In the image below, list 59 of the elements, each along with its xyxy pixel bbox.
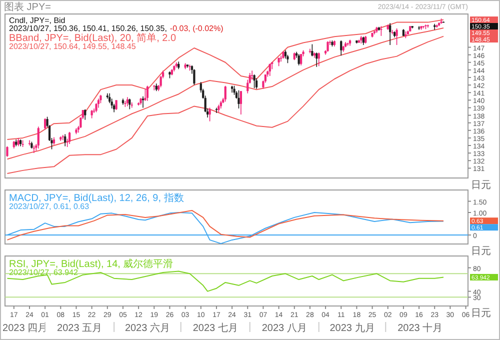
candlestick bbox=[238, 90, 240, 109]
candlestick bbox=[253, 74, 256, 88]
chart-title: Cndl, JPY=, Bid bbox=[9, 16, 66, 25]
annotation: 2023/10/27, 63.942 bbox=[9, 268, 79, 277]
series-label: RSI, JPY=, Bid(Last), 14, 威尔德平滑 bbox=[9, 258, 174, 270]
candlestick bbox=[380, 26, 382, 36]
line-series bbox=[6, 270, 444, 292]
candlestick bbox=[144, 88, 146, 102]
annotation: 2023/10/27, 0.61, 0.63 bbox=[9, 202, 90, 211]
candlestick bbox=[255, 78, 258, 90]
candlestick bbox=[308, 48, 312, 54]
text: 2023 十月 bbox=[398, 322, 443, 334]
candlestick bbox=[340, 40, 342, 56]
text: BBand, JPY=, Bid(Last), 20, 简单, 2.0 bbox=[9, 32, 176, 44]
candlestick bbox=[130, 102, 133, 108]
text: 2023 六月 bbox=[124, 322, 170, 334]
candlestick bbox=[300, 54, 302, 66]
text: 日元 bbox=[471, 246, 491, 257]
annotation: 2023/10/27, 150.64, 149.55, 148.45 bbox=[9, 42, 136, 51]
text: 2023 九月 bbox=[330, 322, 375, 334]
text: 日元 bbox=[471, 308, 491, 319]
text: 日元 bbox=[471, 180, 491, 191]
candlestick bbox=[193, 68, 196, 86]
annotation: -0.03, (-0.02%) bbox=[170, 24, 224, 33]
candlestick bbox=[64, 134, 66, 147]
candlestick bbox=[396, 28, 398, 46]
candlestick bbox=[6, 146, 8, 158]
series-label: MACD, JPY=, Bid(Last), 12, 26, 9, 指数 bbox=[9, 192, 184, 204]
candlestick bbox=[28, 140, 31, 146]
candlestick bbox=[44, 118, 46, 130]
candlestick bbox=[37, 126, 40, 149]
candlestick bbox=[271, 62, 274, 70]
candlestick bbox=[224, 85, 226, 102]
text: 2023 八月 bbox=[262, 323, 307, 334]
candlestick bbox=[326, 40, 329, 52]
candlestick bbox=[95, 102, 98, 113]
candlestick bbox=[208, 107, 211, 122]
candlestick bbox=[240, 90, 242, 115]
candlestick bbox=[251, 70, 254, 80]
candlestick bbox=[215, 107, 218, 114]
candlestick bbox=[146, 85, 149, 102]
candlestick bbox=[84, 108, 86, 120]
candlestick bbox=[311, 44, 314, 57]
candlestick bbox=[142, 96, 144, 108]
text: 2023 五月 bbox=[57, 323, 102, 334]
text: 2023/10/27, 150.36, 150.41, 150.26, 150.35, bbox=[9, 24, 167, 33]
candlestick bbox=[97, 98, 100, 108]
line-series bbox=[6, 27, 444, 160]
candlestick bbox=[233, 85, 236, 96]
candlestick bbox=[80, 117, 82, 129]
candlestick bbox=[434, 23, 436, 30]
candlestick bbox=[418, 26, 420, 30]
candlestick bbox=[389, 22, 392, 46]
text: 2023 七月 bbox=[192, 322, 238, 334]
text: 图表 JPY= bbox=[4, 1, 52, 13]
candlestick bbox=[115, 100, 118, 110]
candlestick bbox=[298, 54, 300, 66]
candlestick bbox=[268, 63, 271, 76]
candlestick bbox=[68, 132, 71, 144]
